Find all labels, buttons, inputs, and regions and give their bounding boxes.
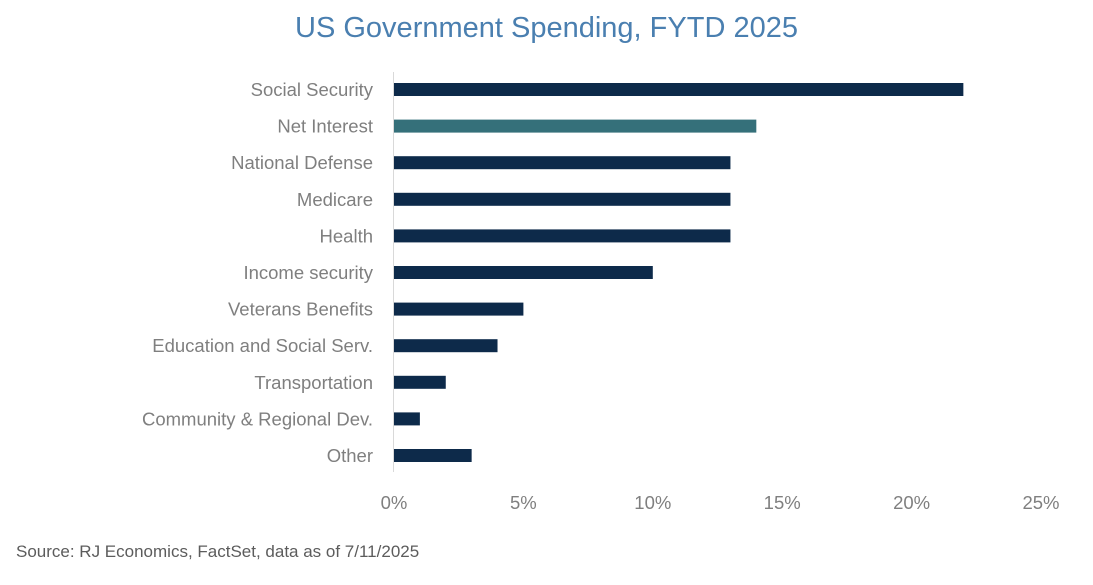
chart-title: US Government Spending, FYTD 2025 xyxy=(295,12,798,44)
bar-health xyxy=(394,229,731,243)
bar-national-defense xyxy=(394,156,731,170)
category-label: Social Security xyxy=(251,79,374,100)
bar-income-security xyxy=(394,266,653,279)
category-label: Veterans Benefits xyxy=(228,299,373,320)
category-label: Community & Regional Dev. xyxy=(142,408,373,429)
bars-layer xyxy=(394,83,964,462)
category-label: Medicare xyxy=(297,189,373,210)
bar-veterans-benefits xyxy=(394,302,524,316)
bar-other xyxy=(394,449,472,462)
x-tick-label: 15% xyxy=(764,492,801,513)
x-tick-label: 25% xyxy=(1022,492,1059,513)
category-labels: Social Security Net Interest National Defe… xyxy=(142,79,374,466)
x-tick-labels: 0% 5% 10% 15% 20% 25% xyxy=(381,492,1060,513)
bar-social-security xyxy=(394,83,964,96)
category-label: Health xyxy=(320,225,373,246)
bar-education-and-social-serv xyxy=(394,339,498,353)
bar-medicare xyxy=(394,192,731,206)
source-note: Source: RJ Economics, FactSet, data as o… xyxy=(16,542,420,561)
bar-net-interest xyxy=(394,119,757,133)
bar-community-regional-dev xyxy=(394,412,420,426)
category-label: National Defense xyxy=(231,152,373,173)
x-tick-label: 0% xyxy=(381,492,408,513)
x-tick-label: 10% xyxy=(634,492,671,513)
x-tick-label: 20% xyxy=(893,492,930,513)
x-tick-label: 5% xyxy=(510,492,537,513)
bar-chart: Social Security Net Interest National Defe… xyxy=(142,72,1060,513)
category-label: Other xyxy=(327,445,373,466)
category-label: Transportation xyxy=(254,372,373,393)
category-label: Education and Social Serv. xyxy=(152,335,373,356)
bar-transportation xyxy=(394,375,446,389)
category-label: Income security xyxy=(243,262,373,283)
category-label: Net Interest xyxy=(277,116,373,137)
